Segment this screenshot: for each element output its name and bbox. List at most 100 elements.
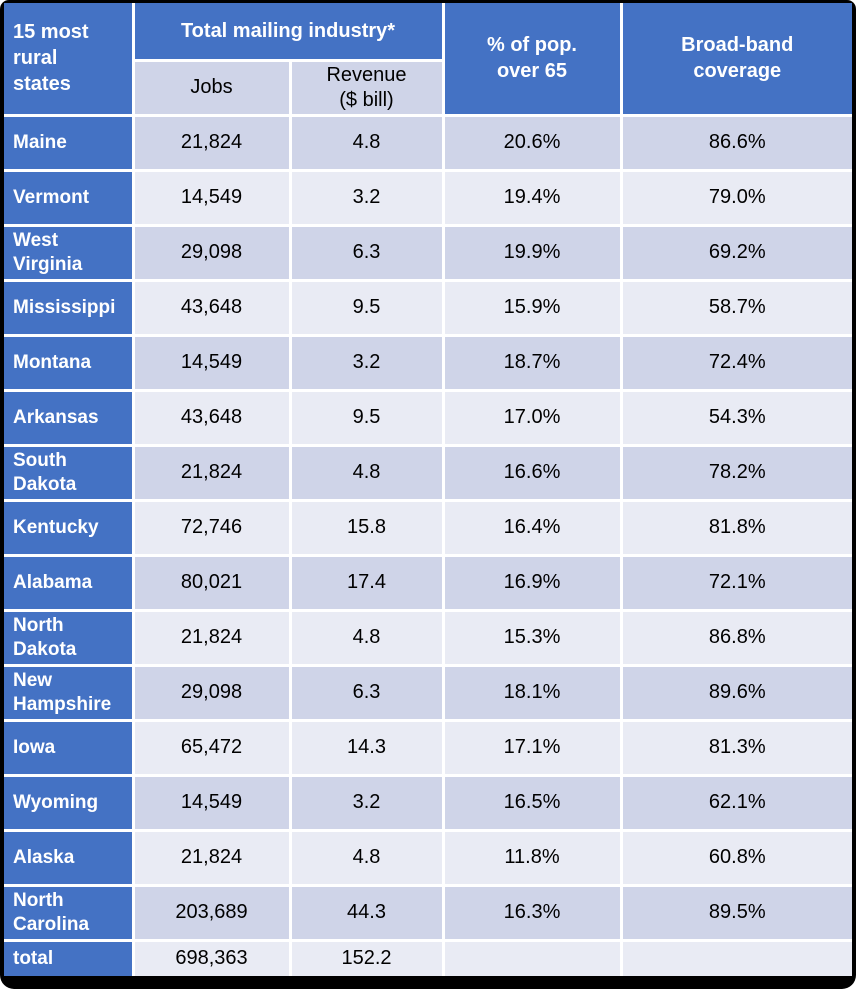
table-row: Wyoming 14,549 3.2 16.5% 62.1% [4, 773, 852, 832]
pop65-cell: 15.9% [441, 278, 623, 337]
jobs-cell: 21,824 [131, 828, 292, 887]
pop65-cell: 18.1% [441, 663, 623, 722]
jobs-cell: 29,098 [131, 663, 292, 722]
table-row: Arkansas 43,648 9.5 17.0% 54.3% [4, 388, 852, 447]
revenue-cell: 4.8 [288, 608, 445, 667]
header-pop-over-65: % of pop. over 65 [441, 3, 623, 117]
jobs-cell: 21,824 [131, 443, 292, 502]
state-name-cell: Maine [4, 113, 135, 172]
subheader-jobs: Jobs [131, 58, 292, 117]
broadband-cell: 78.2% [619, 443, 852, 502]
table-row: West Virginia 29,098 6.3 19.9% 69.2% [4, 223, 852, 282]
table-row: Maine 21,824 4.8 20.6% 86.6% [4, 113, 852, 172]
pop65-cell [441, 938, 623, 976]
header-rural-states-label: 15 most rural states [13, 21, 89, 96]
state-name-cell: Wyoming [4, 773, 135, 832]
state-name-cell: South Dakota [4, 443, 135, 502]
jobs-cell: 14,549 [131, 168, 292, 227]
revenue-cell: 3.2 [288, 773, 445, 832]
subheader-jobs-label: Jobs [190, 76, 233, 98]
revenue-cell: 6.3 [288, 663, 445, 722]
revenue-cell: 3.2 [288, 333, 445, 392]
state-name-cell: New Hampshire [4, 663, 135, 722]
pop65-cell: 11.8% [441, 828, 623, 887]
pop65-cell: 16.3% [441, 883, 623, 942]
broadband-cell: 58.7% [619, 278, 852, 337]
rural-states-table: 15 most rural states Total mailing indus… [4, 3, 852, 976]
broadband-cell: 81.3% [619, 718, 852, 777]
header-broadband: Broad-band coverage [619, 3, 852, 117]
jobs-cell: 43,648 [131, 388, 292, 447]
state-name-cell: North Dakota [4, 608, 135, 667]
broadband-cell: 86.8% [619, 608, 852, 667]
state-name-cell: Kentucky [4, 498, 135, 557]
pop65-cell: 16.5% [441, 773, 623, 832]
header-rural-states: 15 most rural states [4, 3, 135, 117]
jobs-cell: 65,472 [131, 718, 292, 777]
state-name-cell: Mississippi [4, 278, 135, 337]
pop65-cell: 16.6% [441, 443, 623, 502]
table-row: Kentucky 72,746 15.8 16.4% 81.8% [4, 498, 852, 557]
table-row: Alabama 80,021 17.4 16.9% 72.1% [4, 553, 852, 612]
state-name-cell: Vermont [4, 168, 135, 227]
broadband-cell: 69.2% [619, 223, 852, 282]
table-row: North Dakota 21,824 4.8 15.3% 86.8% [4, 608, 852, 667]
state-name-cell: Arkansas [4, 388, 135, 447]
broadband-cell: 60.8% [619, 828, 852, 887]
table-header: 15 most rural states Total mailing indus… [4, 3, 852, 117]
header-pop-over-65-label: % of pop. over 65 [487, 34, 577, 83]
table-row: New Hampshire 29,098 6.3 18.1% 89.6% [4, 663, 852, 722]
state-name-cell: West Virginia [4, 223, 135, 282]
table-row: Mississippi 43,648 9.5 15.9% 58.7% [4, 278, 852, 337]
broadband-cell: 62.1% [619, 773, 852, 832]
broadband-cell: 72.4% [619, 333, 852, 392]
jobs-cell: 80,021 [131, 553, 292, 612]
jobs-cell: 72,746 [131, 498, 292, 557]
revenue-cell: 44.3 [288, 883, 445, 942]
jobs-cell: 21,824 [131, 113, 292, 172]
revenue-cell: 3.2 [288, 168, 445, 227]
broadband-cell: 89.5% [619, 883, 852, 942]
table-row: South Dakota 21,824 4.8 16.6% 78.2% [4, 443, 852, 502]
state-name-cell: Iowa [4, 718, 135, 777]
pop65-cell: 17.1% [441, 718, 623, 777]
revenue-cell: 152.2 [288, 938, 445, 976]
revenue-cell: 15.8 [288, 498, 445, 557]
jobs-cell: 698,363 [131, 938, 292, 976]
jobs-cell: 21,824 [131, 608, 292, 667]
subheader-revenue-label: Revenue ($ bill) [326, 63, 407, 111]
state-name-cell: Alabama [4, 553, 135, 612]
state-name-cell: Montana [4, 333, 135, 392]
jobs-cell: 43,648 [131, 278, 292, 337]
revenue-cell: 6.3 [288, 223, 445, 282]
pop65-cell: 19.4% [441, 168, 623, 227]
table-body: Maine 21,824 4.8 20.6% 86.6% Vermont 14,… [4, 113, 852, 976]
jobs-cell: 14,549 [131, 773, 292, 832]
pop65-cell: 15.3% [441, 608, 623, 667]
pop65-cell: 18.7% [441, 333, 623, 392]
revenue-cell: 17.4 [288, 553, 445, 612]
state-name-cell: total [4, 938, 135, 976]
broadband-cell: 89.6% [619, 663, 852, 722]
revenue-cell: 9.5 [288, 278, 445, 337]
table-row: total 698,363 152.2 [4, 938, 852, 976]
revenue-cell: 4.8 [288, 828, 445, 887]
table-row: Iowa 65,472 14.3 17.1% 81.3% [4, 718, 852, 777]
pop65-cell: 19.9% [441, 223, 623, 282]
revenue-cell: 14.3 [288, 718, 445, 777]
state-name-cell: North Carolina [4, 883, 135, 942]
pop65-cell: 20.6% [441, 113, 623, 172]
jobs-cell: 14,549 [131, 333, 292, 392]
broadband-cell: 72.1% [619, 553, 852, 612]
revenue-cell: 4.8 [288, 443, 445, 502]
table-row: Montana 14,549 3.2 18.7% 72.4% [4, 333, 852, 392]
broadband-cell: 79.0% [619, 168, 852, 227]
table-row: Vermont 14,549 3.2 19.4% 79.0% [4, 168, 852, 227]
broadband-cell: 81.8% [619, 498, 852, 557]
table-row: North Carolina 203,689 44.3 16.3% 89.5% [4, 883, 852, 942]
broadband-cell: 54.3% [619, 388, 852, 447]
state-name-cell: Alaska [4, 828, 135, 887]
subheader-revenue: Revenue ($ bill) [288, 58, 445, 117]
broadband-cell [619, 938, 852, 976]
